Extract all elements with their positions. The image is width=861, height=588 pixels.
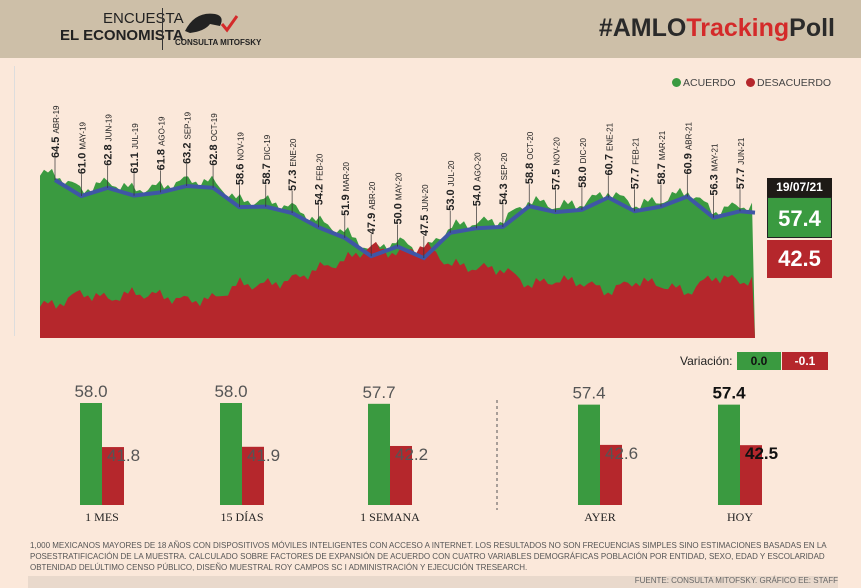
mitofsky-text: CONSULTA MITOFSKY <box>175 38 262 47</box>
header: ENCUESTA EL ECONOMISTA CONSULTA MITOFSKY … <box>0 0 861 58</box>
hashtag-title: #AMLOTrackingPoll <box>599 14 835 43</box>
month-label: 57.7 JUN-21 <box>735 137 747 189</box>
legend-desacuerdo-label: DESACUERDO <box>757 77 832 89</box>
trend-chart: 64.5 ABR-19 61.0 MAY-19 62.8 JUN-19 61.1 JU… <box>40 105 756 338</box>
legend-desacuerdo: DESACUERDO <box>746 77 831 89</box>
category-label: AYER <box>584 510 616 524</box>
chart-panel <box>14 66 850 336</box>
economista-text: EL ECONOMISTA <box>60 27 184 44</box>
hashtag-part-poll: Poll <box>789 14 835 42</box>
bar-label-desacuerdo: 41.9 <box>247 446 280 465</box>
month-label: 61.1 JUL-19 <box>129 123 141 174</box>
month-label: 57.3 ENE-20 <box>287 138 299 191</box>
bar-desacuerdo <box>102 447 124 505</box>
month-label: 61.0 MAY-19 <box>76 121 88 174</box>
month-label: 54.2 FEB-20 <box>313 153 325 205</box>
bar-label-acuerdo: 57.4 <box>572 384 605 403</box>
footnote: 1,000 mexicanos mayores de 18 años con d… <box>30 541 827 572</box>
bar-desacuerdo <box>740 445 762 505</box>
month-label: 47.5 JUN-20 <box>419 184 431 236</box>
month-label: 64.5 ABR-19 <box>50 105 62 158</box>
month-label: 57.5 NOV-20 <box>551 137 563 190</box>
green-dot-icon <box>672 78 681 87</box>
mitofsky-logo-icon <box>185 13 239 33</box>
comparison-bar-chart: 58.0 41.8 1 MES 58.0 41.9 15 DÍAS 57.7 42.2 1 SE… <box>74 382 778 524</box>
month-label: 58.7 DIC-19 <box>261 134 273 184</box>
bar-desacuerdo <box>242 446 264 505</box>
month-label: 54.0 AGO-20 <box>472 152 484 206</box>
variacion-desacuerdo: -0.1 <box>782 352 828 370</box>
category-label: 1 MES <box>85 510 119 524</box>
bar-label-acuerdo: 58.0 <box>214 382 247 401</box>
hashtag-part-tracking: Tracking <box>686 14 790 42</box>
variacion-acuerdo: 0.0 <box>737 352 781 370</box>
month-label: 58.7 MAR-21 <box>656 130 668 184</box>
month-label: 61.8 AGO-19 <box>155 116 167 170</box>
current-acuerdo: 57.4 <box>767 197 832 238</box>
bar-acuerdo <box>718 404 740 505</box>
current-desacuerdo: 42.5 <box>767 240 832 278</box>
month-label: 58.0 DIC-20 <box>577 137 589 187</box>
bar-label-desacuerdo: 41.8 <box>107 446 140 465</box>
month-label: 62.8 OCT-19 <box>208 113 220 166</box>
bar-label-desacuerdo: 42.6 <box>605 444 638 463</box>
desacuerdo-area <box>40 241 755 338</box>
category-label: HOY <box>727 510 753 524</box>
month-label: 56.3 MAY-21 <box>709 143 721 196</box>
variacion-label: Variación: <box>680 354 733 368</box>
month-label: 57.7 FEB-21 <box>630 137 642 189</box>
divider <box>162 8 163 50</box>
month-label: 47.9 ABR-20 <box>366 181 378 234</box>
hashtag-part-amlo: #AMLO <box>598 14 687 42</box>
category-label: 15 DÍAS <box>220 510 263 524</box>
current-date: 19/07/21 <box>767 178 832 197</box>
bar-desacuerdo <box>390 445 412 505</box>
source-note: FUENTE: CONSULTA MITOFSKY. GRÁFICO EE: S… <box>28 576 838 588</box>
legend-acuerdo-label: ACUERDO <box>683 77 736 89</box>
month-label: 53.0 JUL-20 <box>445 160 457 211</box>
month-label: 63.2 SEP-19 <box>182 111 194 164</box>
month-label: 51.9 MAR-20 <box>340 161 352 215</box>
bar-acuerdo <box>368 403 390 505</box>
bar-label-desacuerdo: 42.2 <box>395 445 428 464</box>
el-economista-logo: ENCUESTA EL ECONOMISTA <box>60 10 184 44</box>
encuesta-text: ENCUESTA <box>103 10 184 27</box>
month-label: 60.7 ENE-21 <box>603 122 615 175</box>
acuerdo-line <box>53 178 756 261</box>
bar-acuerdo <box>80 403 102 505</box>
bar-label-acuerdo: 58.0 <box>74 382 107 401</box>
bar-acuerdo <box>220 403 242 505</box>
bar-label-acuerdo: 57.7 <box>362 383 395 402</box>
red-dot-icon <box>746 78 755 87</box>
bar-desacuerdo <box>600 444 622 505</box>
bar-label-acuerdo: 57.4 <box>712 384 746 403</box>
month-label: 62.8 JUN-19 <box>103 114 115 166</box>
month-label: 58.6 NOV-19 <box>234 132 246 185</box>
category-label: 1 SEMANA <box>360 510 420 524</box>
month-label: 60.9 ABR-21 <box>682 121 694 174</box>
month-label: 58.8 OCT-20 <box>524 131 536 184</box>
month-label: 54.3 SEP-20 <box>498 152 510 205</box>
month-label: 50.0 MAY-20 <box>393 172 405 225</box>
bar-acuerdo <box>578 404 600 505</box>
legend-acuerdo: ACUERDO <box>672 77 736 89</box>
bar-label-desacuerdo: 42.5 <box>745 444 778 463</box>
